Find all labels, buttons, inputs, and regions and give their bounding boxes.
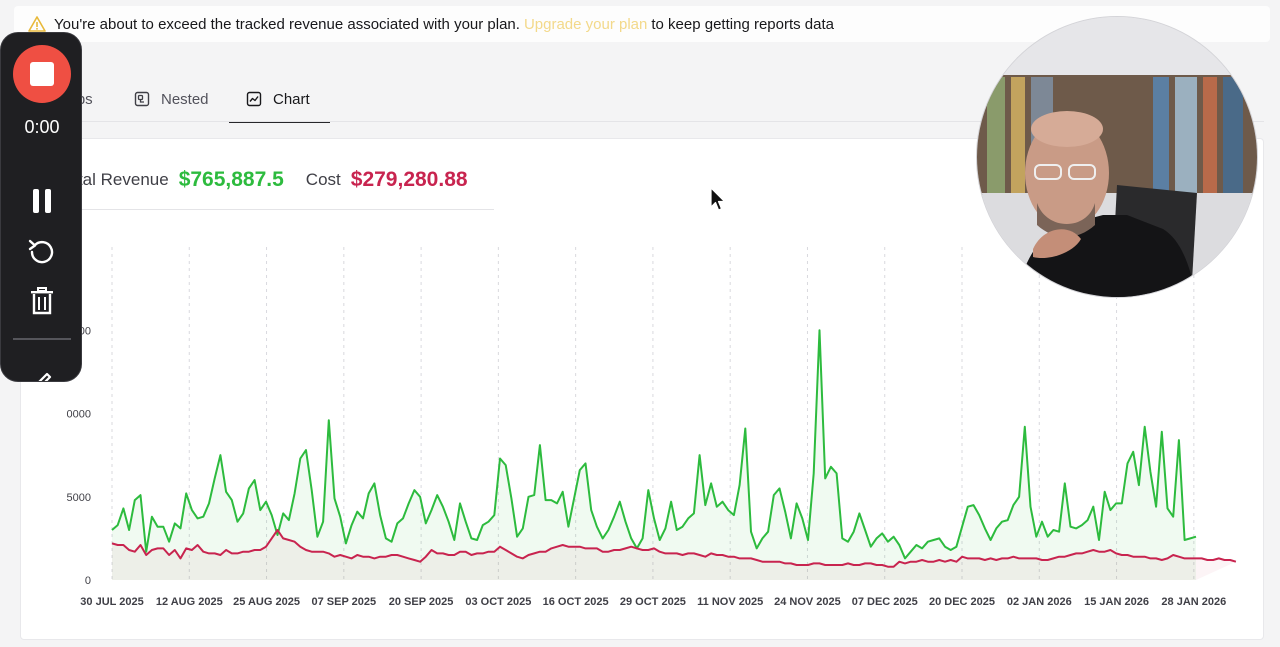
tab-nested-label: Nested — [161, 90, 209, 108]
annotate-button[interactable] — [26, 363, 58, 381]
mouse-cursor-icon — [710, 187, 726, 211]
x-tick-label: 28 JAN 2026 — [1161, 596, 1226, 608]
tab-nested[interactable]: Nested — [134, 76, 209, 122]
revenue-label: Total Revenue — [60, 169, 169, 189]
x-tick-label: 07 SEP 2025 — [312, 596, 377, 608]
tab-chart-label: Chart — [273, 90, 310, 108]
banner-text-prefix: You're about to exceed the tracked reven… — [54, 15, 520, 33]
y-tick-label: 0000 — [67, 409, 91, 421]
nested-icon — [134, 91, 150, 107]
plan-warning-banner: You're about to exceed the tracked reven… — [14, 6, 1270, 42]
trash-icon — [31, 287, 53, 315]
delete-recording-button[interactable] — [26, 285, 58, 317]
stop-recording-button[interactable] — [13, 45, 71, 103]
pause-icon — [33, 189, 51, 213]
cost-label: Cost — [305, 169, 341, 189]
restart-button[interactable] — [26, 219, 58, 264]
upgrade-plan-link[interactable]: Upgrade your plan — [523, 15, 648, 33]
x-tick-label: 12 AUG 2025 — [156, 596, 223, 608]
x-tick-label: 24 NOV 2025 — [774, 596, 841, 608]
screen-recorder-panel: 0:00 — [0, 32, 82, 382]
series-line-cost[interactable] — [111, 529, 1237, 568]
series-area-cost — [112, 530, 1236, 580]
x-tick-label: 11 NOV 2025 — [697, 596, 763, 608]
revenue-summary: Total Revenue $765,887.5 Cost $279,280.8… — [40, 150, 494, 210]
stop-icon — [30, 62, 54, 86]
x-tick-label: 25 AUG 2025 — [233, 596, 300, 608]
x-tick-label: 03 OCT 2025 — [465, 596, 531, 608]
x-tick-label: 16 OCT 2025 — [543, 596, 609, 608]
y-tick-label: 5000 — [67, 492, 91, 504]
chart-areas — [112, 330, 1236, 580]
y-tick-label: 0 — [85, 575, 91, 587]
series-line-revenue[interactable] — [111, 329, 1197, 560]
revenue-value: $765,887.5 — [178, 167, 284, 191]
warning-icon — [28, 15, 46, 33]
x-tick-label: 30 JUL 2025 — [80, 596, 143, 608]
banner-text-suffix: to keep getting reports data — [651, 15, 834, 33]
restart-icon — [28, 239, 54, 264]
recorder-divider — [13, 338, 71, 340]
cost-value: $279,280.88 — [350, 167, 468, 191]
x-tick-label: 29 OCT 2025 — [620, 596, 686, 608]
x-axis-ticks: 30 JUL 2025 12 AUG 2025 25 AUG 2025 07 SEP … — [80, 596, 1226, 608]
x-tick-label: 02 JAN 2026 — [1007, 596, 1072, 608]
tab-chart[interactable]: Chart — [229, 76, 330, 123]
recording-timer: 0:00 — [24, 117, 60, 137]
pause-button[interactable] — [26, 185, 58, 217]
x-tick-label: 15 JAN 2026 — [1084, 596, 1149, 608]
x-tick-label: 20 SEP 2025 — [389, 596, 454, 608]
line-chart-icon — [246, 91, 262, 107]
webcam-bubble[interactable] — [976, 16, 1258, 298]
webcam-feed — [977, 17, 1257, 297]
pen-icon — [38, 372, 52, 381]
chart-lines — [111, 329, 1237, 568]
x-tick-label: 07 DEC 2025 — [852, 596, 918, 608]
x-tick-label: 20 DEC 2025 — [929, 596, 995, 608]
